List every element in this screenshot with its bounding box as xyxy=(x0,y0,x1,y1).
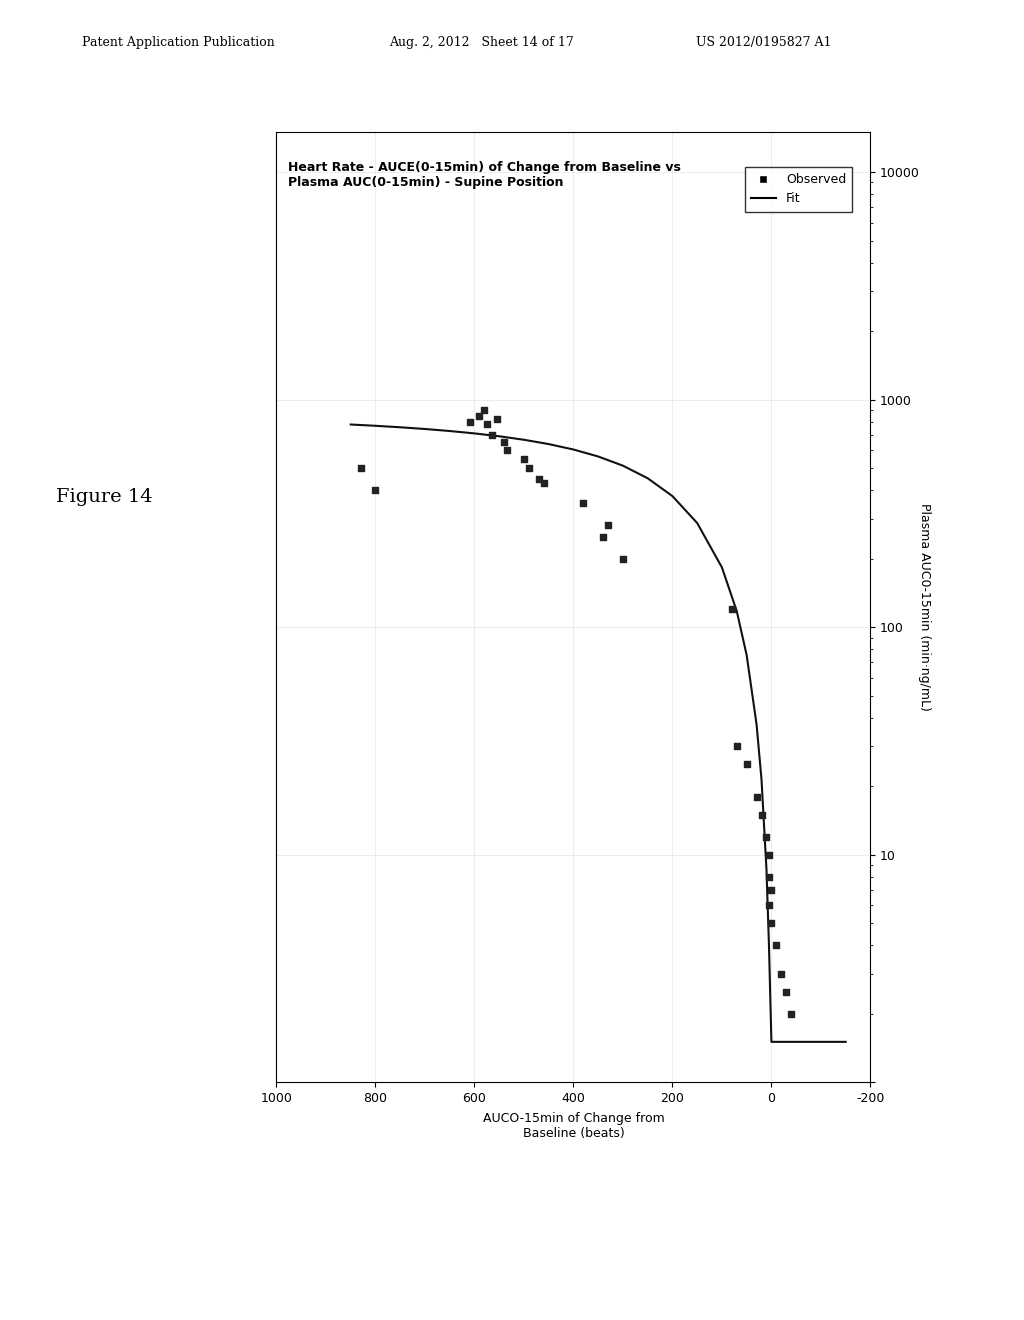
Point xyxy=(368,479,384,500)
Point xyxy=(773,964,790,985)
Point xyxy=(476,400,493,421)
Point xyxy=(352,458,369,479)
Point xyxy=(783,1003,800,1024)
Legend: Observed, Fit: Observed, Fit xyxy=(744,166,852,211)
Point xyxy=(595,527,611,548)
Point xyxy=(763,879,779,900)
Point xyxy=(761,866,777,887)
Point xyxy=(478,413,495,434)
Point xyxy=(483,424,500,445)
Text: Figure 14: Figure 14 xyxy=(56,487,153,506)
X-axis label: AUCO-15min of Change from
Baseline (beats): AUCO-15min of Change from Baseline (beat… xyxy=(482,1111,665,1140)
Point xyxy=(530,469,547,490)
Point xyxy=(614,548,631,569)
Point xyxy=(778,981,795,1002)
Point xyxy=(729,735,745,756)
Point xyxy=(575,492,592,513)
Text: Patent Application Publication: Patent Application Publication xyxy=(82,36,274,49)
Text: Heart Rate - AUCE(0-15min) of Change from Baseline vs
Plasma AUC(0-15min) - Supi: Heart Rate - AUCE(0-15min) of Change fro… xyxy=(289,161,681,189)
Point xyxy=(600,515,616,536)
Point xyxy=(488,409,505,430)
Point xyxy=(499,440,515,461)
Point xyxy=(496,432,512,453)
Point xyxy=(754,804,770,825)
Point xyxy=(471,405,487,426)
Point xyxy=(516,449,532,470)
Text: US 2012/0195827 A1: US 2012/0195827 A1 xyxy=(696,36,831,49)
Point xyxy=(749,787,765,808)
Point xyxy=(763,912,779,933)
Point xyxy=(761,845,777,866)
Point xyxy=(724,599,740,620)
Point xyxy=(758,826,775,847)
Text: Aug. 2, 2012   Sheet 14 of 17: Aug. 2, 2012 Sheet 14 of 17 xyxy=(389,36,573,49)
Point xyxy=(521,458,538,479)
Point xyxy=(738,754,755,775)
Point xyxy=(761,895,777,916)
Point xyxy=(768,935,784,956)
Y-axis label: Plasma AUC0-15min (min·ng/mL): Plasma AUC0-15min (min·ng/mL) xyxy=(919,503,931,711)
Point xyxy=(462,411,478,432)
Point xyxy=(536,473,552,494)
